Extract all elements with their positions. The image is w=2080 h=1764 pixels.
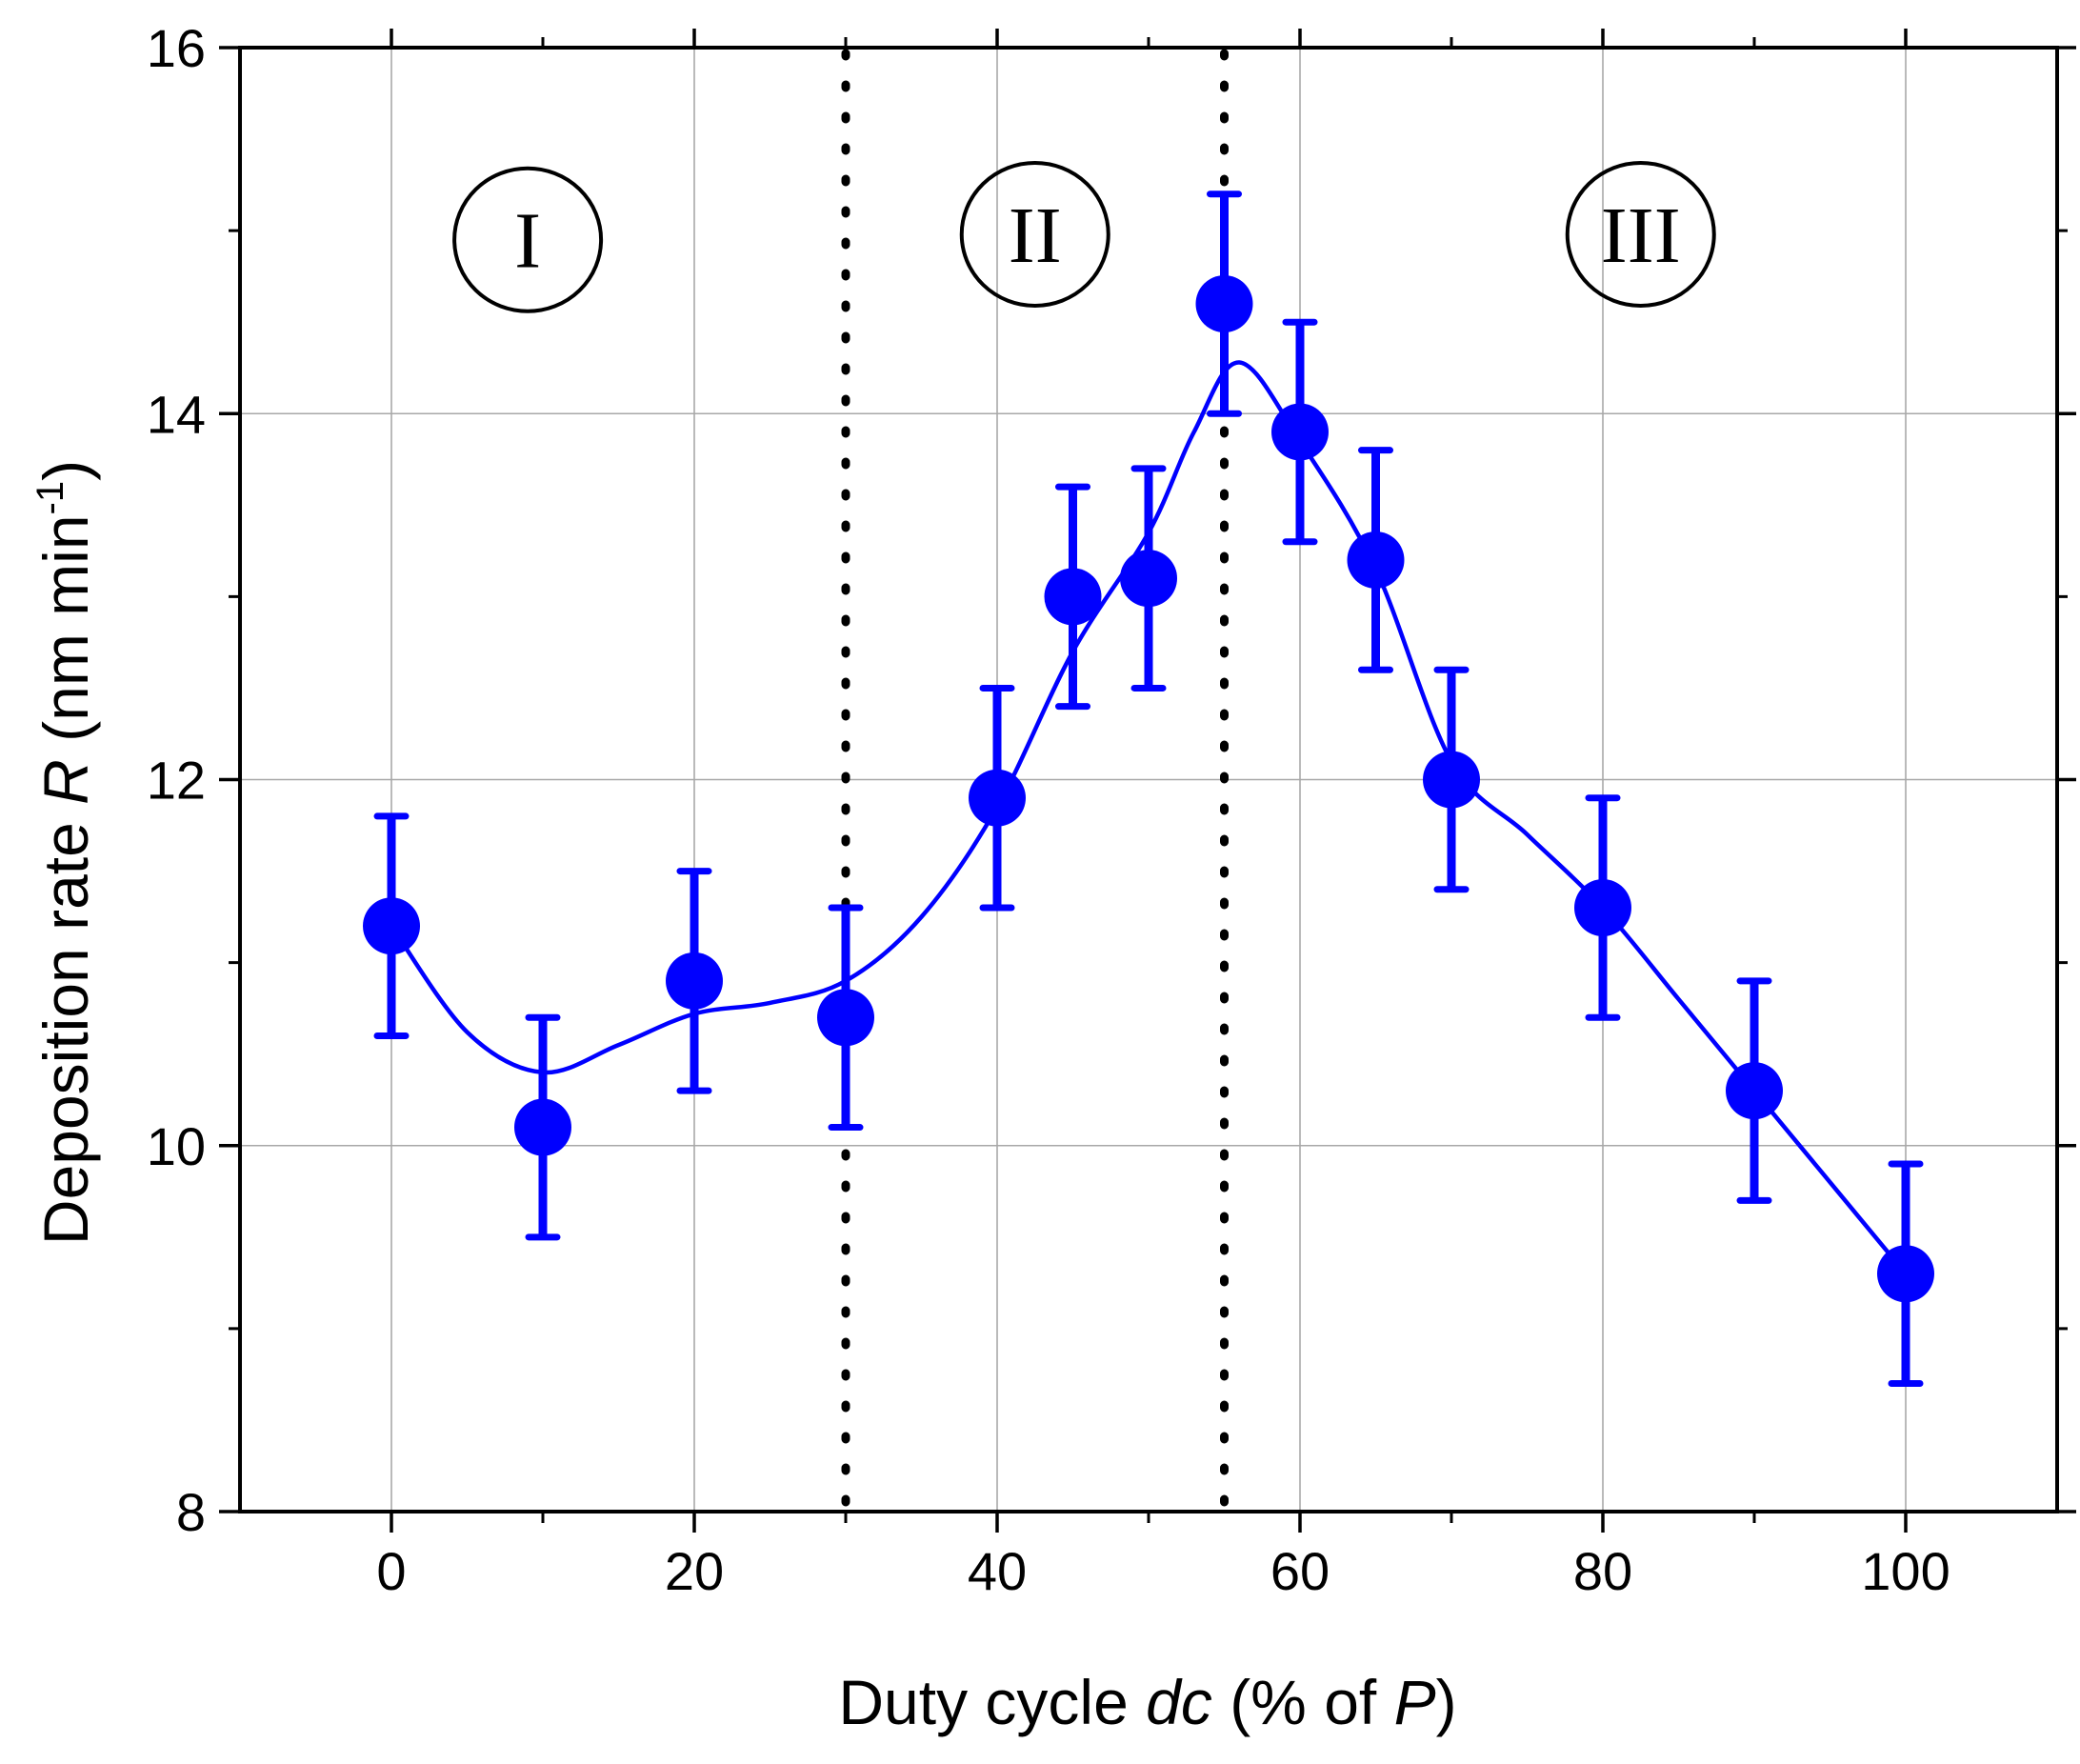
region-labels: I II III bbox=[452, 160, 1716, 313]
data-point bbox=[363, 897, 420, 955]
region-dividers bbox=[841, 49, 1229, 1516]
y-tick-label: 16 bbox=[147, 18, 206, 78]
region-label: III bbox=[1601, 191, 1681, 280]
data-point bbox=[1044, 568, 1102, 626]
x-tick-label: 60 bbox=[1270, 1541, 1330, 1601]
region-circle bbox=[1565, 160, 1716, 308]
data-point bbox=[1877, 1245, 1934, 1303]
data-point bbox=[1726, 1062, 1783, 1120]
data-point bbox=[817, 989, 874, 1047]
data-point bbox=[1195, 274, 1253, 332]
data-point bbox=[1574, 878, 1631, 936]
x-tick-label: 40 bbox=[968, 1541, 1027, 1601]
x-tick-label: 0 bbox=[376, 1541, 406, 1601]
y-tick-label: 8 bbox=[176, 1482, 206, 1542]
y-tick-label: 12 bbox=[147, 751, 206, 811]
x-tick-label: 80 bbox=[1573, 1541, 1632, 1601]
error-bars bbox=[373, 190, 1924, 1388]
data-point bbox=[1271, 403, 1329, 461]
y-axis-title: Deposition rate R (nm min-1) bbox=[30, 460, 101, 1245]
x-tick-label: 20 bbox=[665, 1541, 724, 1601]
y-tick-label: 14 bbox=[147, 384, 206, 444]
region-label: II bbox=[1009, 191, 1062, 280]
tick-labels: 0 20 40 60 80 100 8 10 12 14 16 bbox=[147, 18, 1950, 1601]
x-axis-title: Duty cycle dc (% of P) bbox=[838, 1667, 1456, 1737]
axes bbox=[219, 29, 2076, 1533]
x-tick-label: 100 bbox=[1861, 1541, 1950, 1601]
fit-curve bbox=[390, 360, 1908, 1275]
data-points bbox=[363, 274, 1934, 1303]
region-circle bbox=[959, 160, 1110, 308]
data-point bbox=[1423, 751, 1480, 809]
y-tick-label: 10 bbox=[147, 1116, 206, 1176]
fit-curve-layer bbox=[390, 360, 1908, 1275]
data-point bbox=[1120, 550, 1177, 608]
data-point bbox=[969, 769, 1026, 827]
region-circle bbox=[452, 166, 604, 313]
data-point bbox=[1347, 531, 1405, 589]
data-point bbox=[514, 1098, 571, 1156]
data-point bbox=[666, 952, 723, 1010]
grid bbox=[240, 48, 2057, 1512]
region-label: I bbox=[514, 197, 541, 286]
